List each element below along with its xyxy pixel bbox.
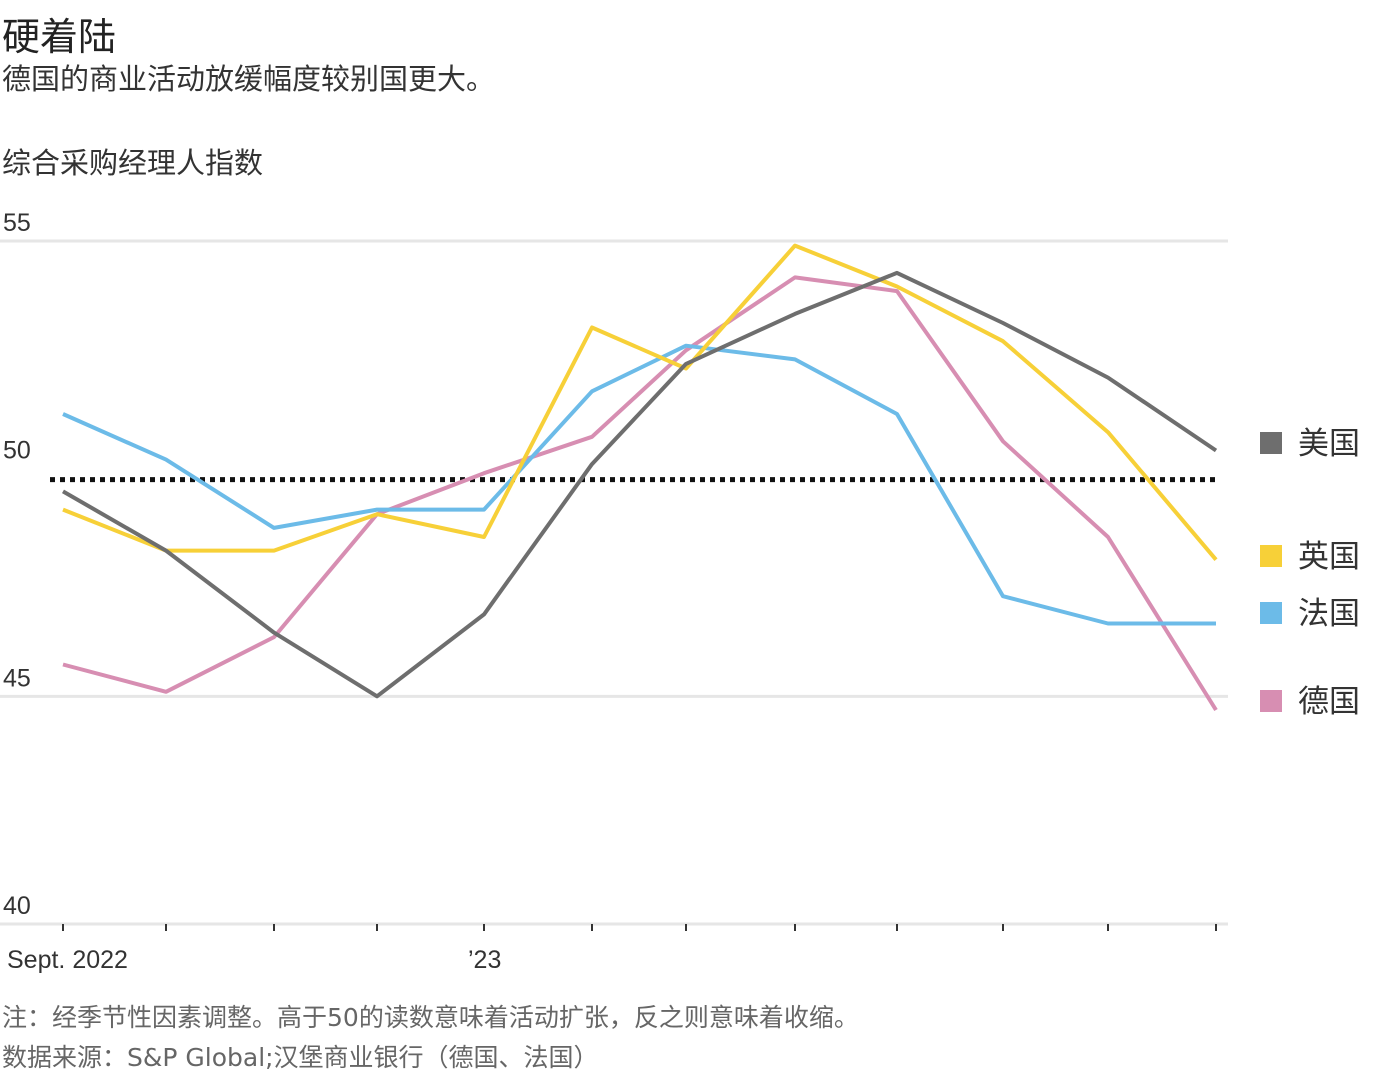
legend-swatch-法国 [1260, 602, 1282, 624]
legend-label-法国: 法国 [1298, 596, 1360, 632]
series-line-英国 [62, 243, 1218, 561]
legend-label-英国: 英国 [1298, 539, 1360, 575]
series-line-法国 [62, 343, 1216, 626]
x-tick-label-2023-01: ’23 [468, 946, 501, 974]
series-line-德国 [62, 275, 1218, 712]
y-axis-title: 综合采购经理人指数 [2, 146, 264, 180]
y-tick-label-55: 55 [3, 209, 31, 237]
chart-title: 硬着陆 [2, 15, 117, 59]
legend-swatch-英国 [1260, 545, 1282, 567]
legend-swatch-美国 [1260, 432, 1282, 454]
grid-layer: 40 45 50 55 [0, 209, 1228, 926]
source-note: 数据来源：S&P Global;汉堡商业银行（德国、法国） [2, 1043, 599, 1072]
footnote: 注：经季节性因素调整。高于50的读数意味着活动扩张，反之则意味着收缩。 [2, 1003, 859, 1032]
series-layer [62, 243, 1218, 712]
y-tick-label-45: 45 [3, 664, 31, 692]
chart-subtitle: 德国的商业活动放缓幅度较别国更大。 [2, 62, 496, 96]
series-line-美国 [62, 270, 1218, 699]
legend-swatch-德国 [1260, 690, 1282, 712]
y-tick-label-50: 50 [3, 437, 31, 465]
x-axis: Sept. 2022 ’23 [7, 924, 1217, 974]
legend-label-美国: 美国 [1298, 426, 1360, 462]
legend-label-德国: 德国 [1298, 684, 1360, 720]
y-tick-label-40: 40 [3, 892, 31, 920]
x-tick-label-2022-09: Sept. 2022 [7, 946, 128, 974]
